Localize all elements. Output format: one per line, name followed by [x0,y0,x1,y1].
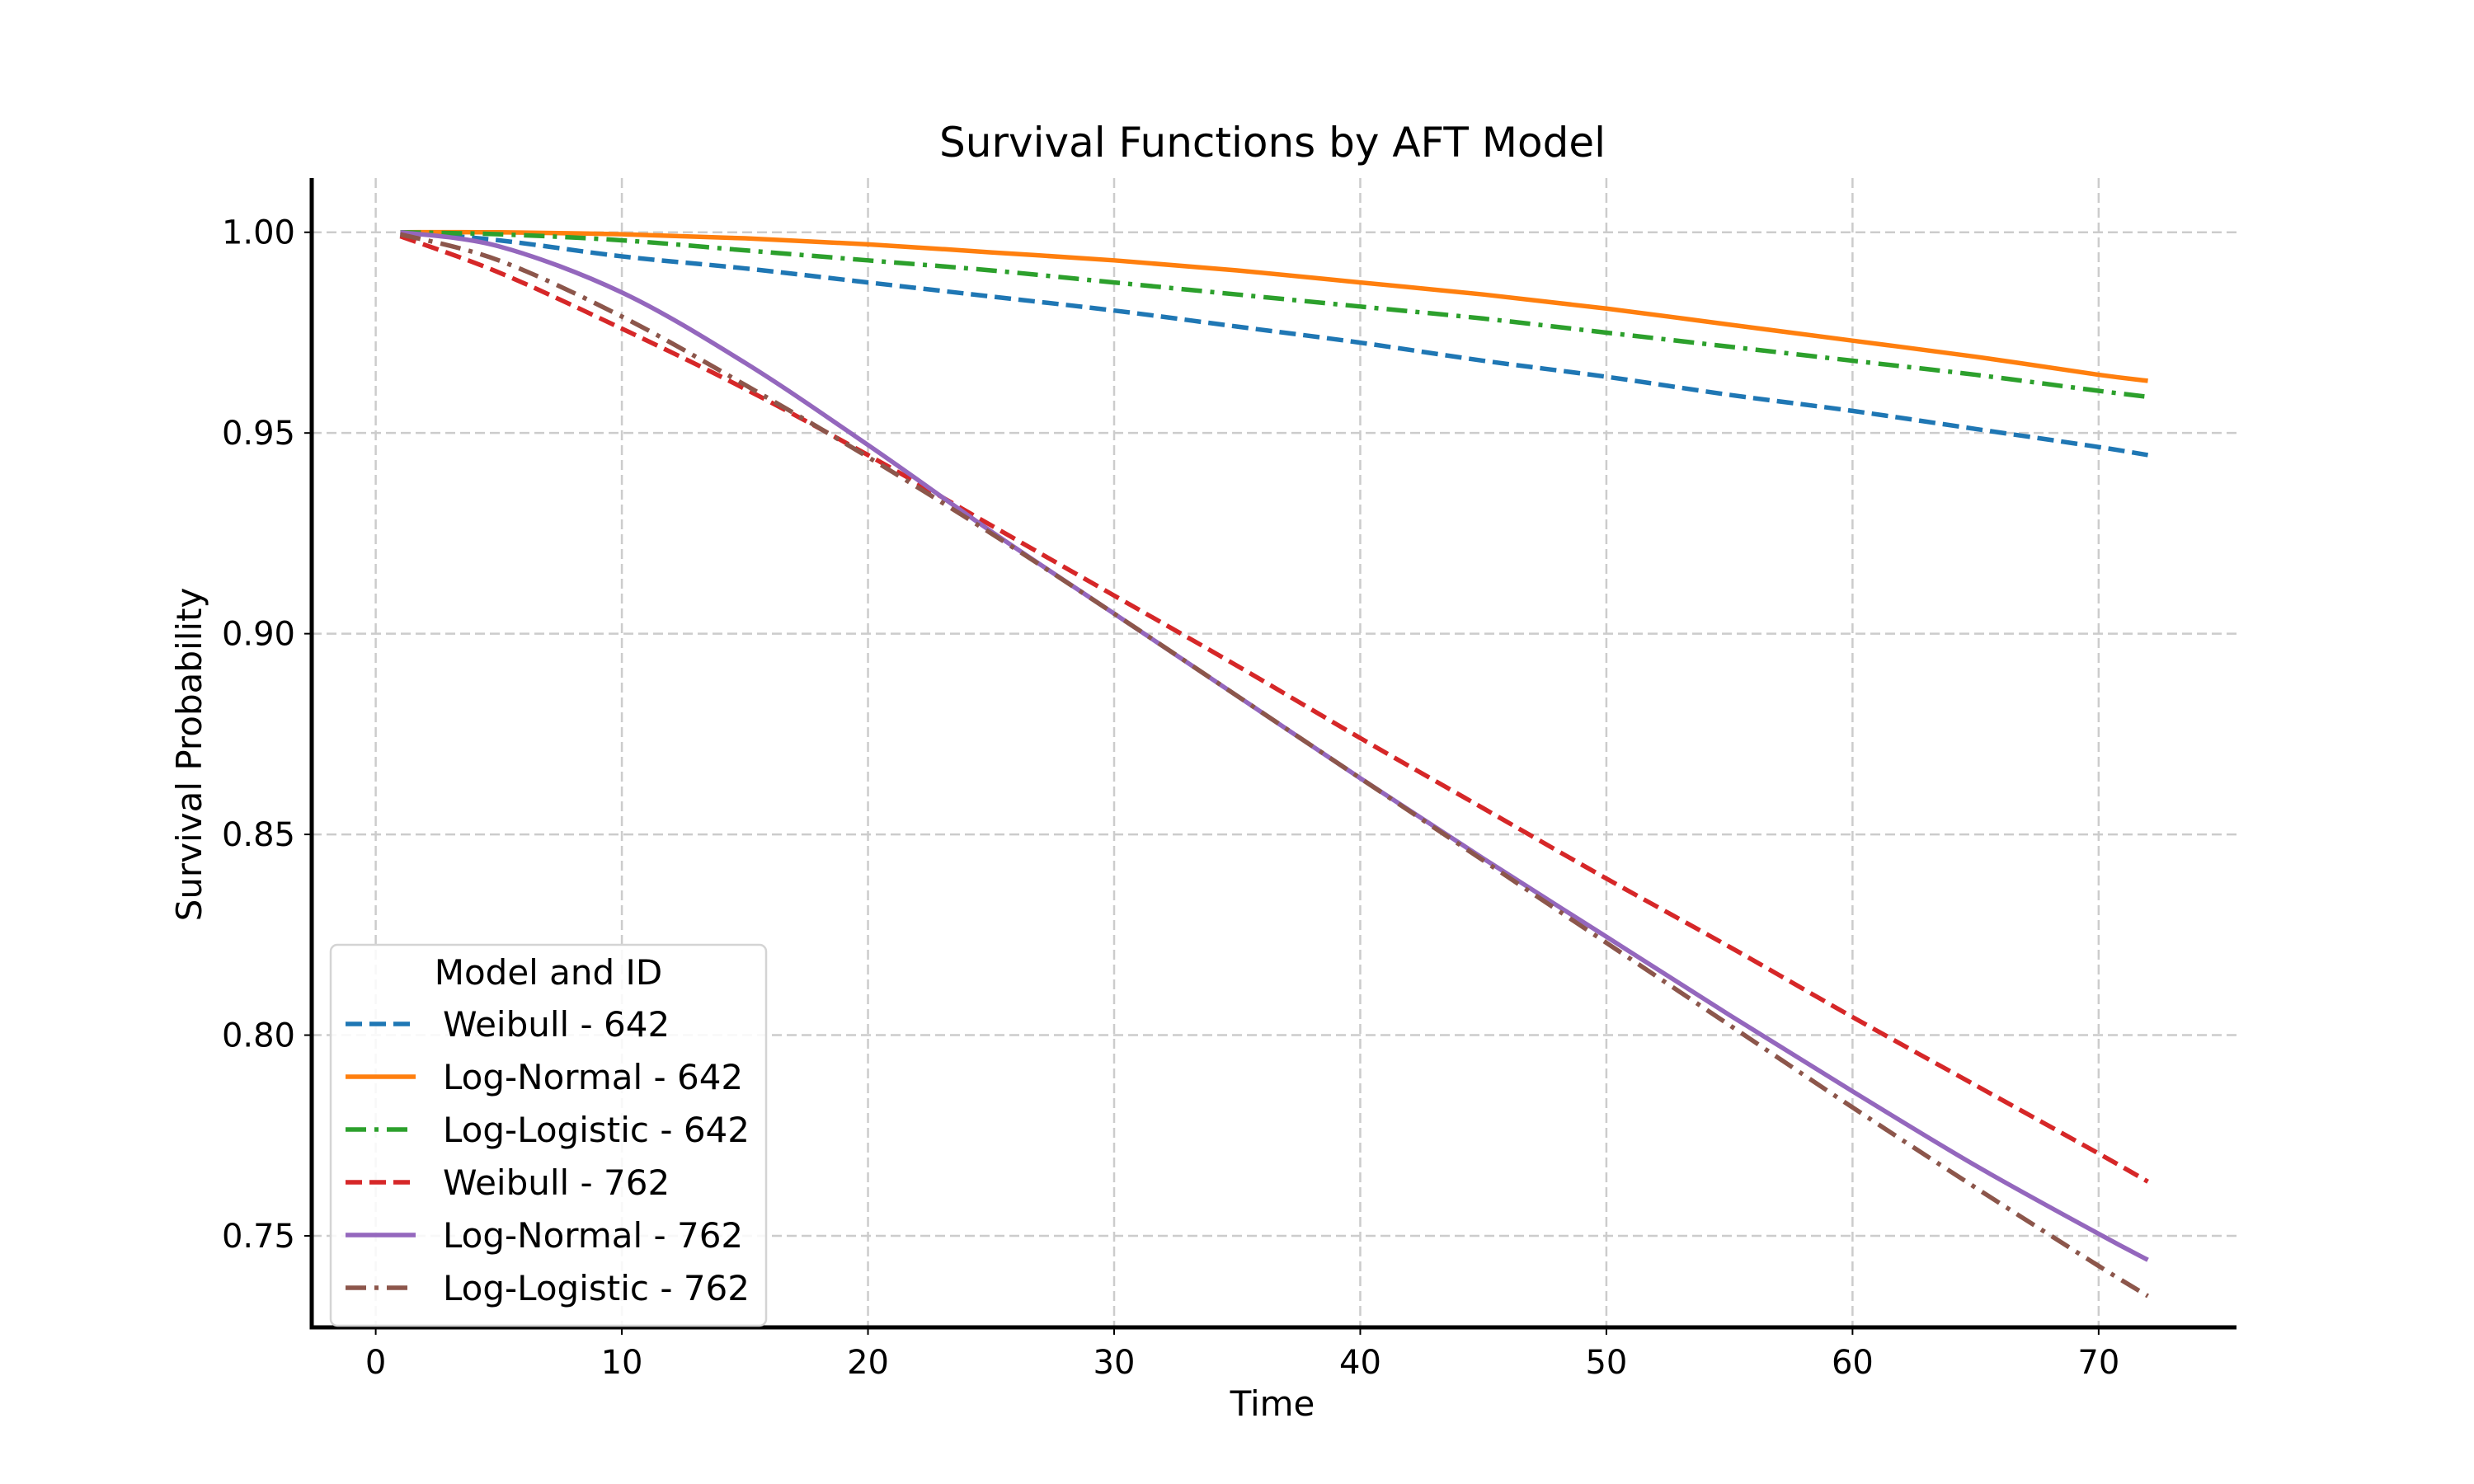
series-line-5 [400,230,2149,1262]
x-tick-label: 50 [1585,1344,1627,1382]
legend-box [329,943,768,1327]
chart-title: Survival Functions by AFT Model [939,119,1606,167]
x-tick-label: 0 [365,1344,386,1382]
y-tick-label: 0.80 [222,1017,295,1055]
x-tick-label: 10 [601,1344,643,1382]
x-tick-label: 40 [1339,1344,1381,1382]
y-tick-label: 0.75 [222,1218,295,1256]
series-line-3 [400,229,2148,400]
series-line-6 [399,232,2149,1298]
series-line-2 [400,229,2148,383]
y-tick-label: 1.00 [222,214,295,252]
y-tick-label: 0.95 [222,415,295,453]
x-tick-label: 70 [2077,1344,2119,1382]
legend-label-3: Log-Logistic - 642 [443,1110,750,1150]
legend-title: Model and ID [435,952,663,993]
legend-label-4: Weibull - 762 [443,1162,670,1203]
x-tick-label: 30 [1094,1344,1136,1382]
plot-lines [399,229,2149,1298]
series-line-4 [399,234,2149,1184]
legend-label-1: Weibull - 642 [443,1004,670,1045]
legend-label-2: Log-Normal - 642 [443,1057,743,1097]
x-tick-label: 20 [847,1344,889,1382]
legend-label-6: Log-Logistic - 762 [443,1268,750,1308]
legend: Model and ID Weibull - 642 Log-Normal - 64… [329,943,768,1327]
y-axis-label: Survival Probability [169,588,209,922]
legend-label-5: Log-Normal - 762 [443,1215,743,1256]
axes: 0 10 20 30 40 50 60 70 0.75 0.80 0.85 0.90 0.95 1.00 [222,178,2236,1382]
y-tick-label: 0.90 [222,616,295,654]
x-tick-label: 60 [1832,1344,1874,1382]
y-tick-label: 0.85 [222,816,295,854]
x-axis-label: Time [1230,1383,1315,1424]
series-line-1 [400,229,2148,458]
